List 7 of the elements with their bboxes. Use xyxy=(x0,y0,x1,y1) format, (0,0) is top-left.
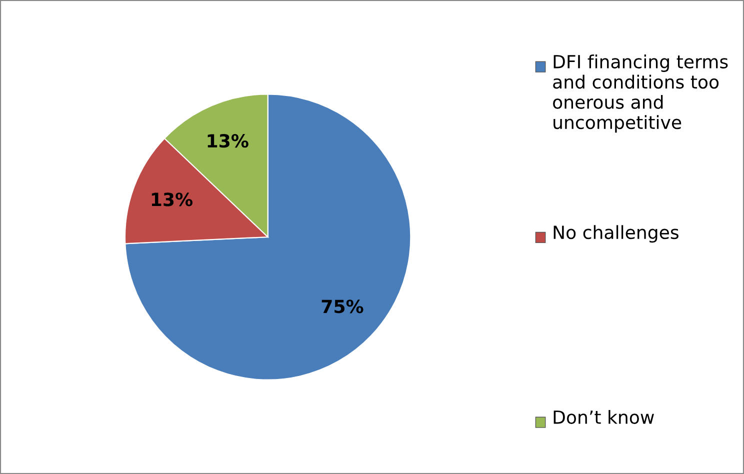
data-label: 13% xyxy=(152,192,193,206)
data-label: 13% xyxy=(208,134,248,148)
pie-slice xyxy=(124,94,412,380)
legend-label: DFI financing terms and conditions too onerous and uncompetitive xyxy=(553,54,728,133)
legend-label: Don’t know xyxy=(554,410,654,424)
legend-label: No challenges xyxy=(554,225,678,243)
data-label: 75% xyxy=(322,300,364,314)
